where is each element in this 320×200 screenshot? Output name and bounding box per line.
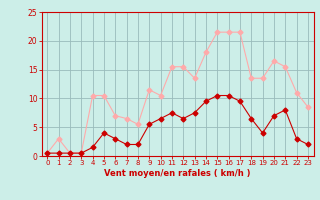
- X-axis label: Vent moyen/en rafales ( km/h ): Vent moyen/en rafales ( km/h ): [104, 169, 251, 178]
